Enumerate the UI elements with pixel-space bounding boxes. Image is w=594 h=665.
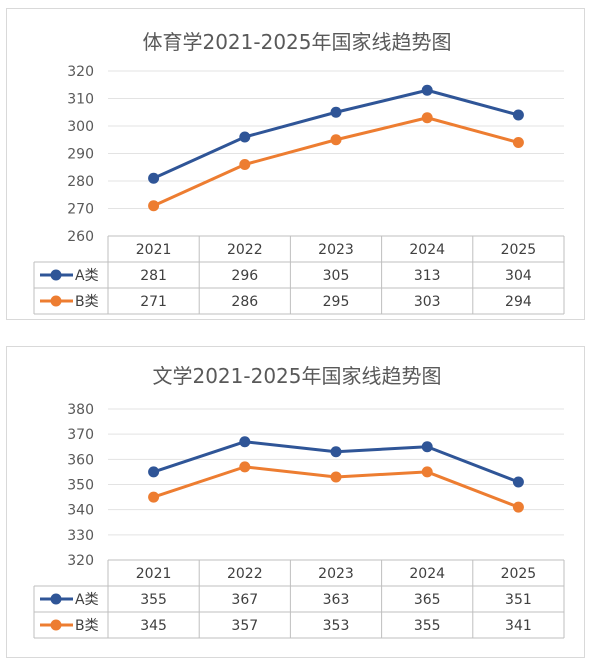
legend-label: B类	[75, 294, 99, 310]
data-point	[421, 441, 433, 453]
y-tick-label: 300	[67, 119, 94, 135]
data-point	[330, 446, 342, 458]
data-point	[512, 109, 524, 121]
table-value-cell: 281	[140, 268, 167, 284]
data-point	[421, 112, 433, 124]
data-point	[421, 84, 433, 96]
data-point	[330, 106, 342, 118]
table-value-cell: 351	[505, 592, 532, 608]
table-value-cell: 271	[140, 294, 167, 310]
line-chart-literature: 文学2021-2025年国家线趋势图 380 370 360 350 340 330 320…	[33, 364, 565, 639]
table-value-cell: 294	[505, 294, 532, 310]
table-value-cell: 295	[323, 294, 350, 310]
y-tick-label: 360	[67, 452, 94, 468]
y-tick-label: 330	[67, 528, 94, 544]
x-category-label: 2025	[501, 566, 537, 582]
chart-panel-literature: 文学2021-2025年国家线趋势图 380 370 360 350 340 330 320…	[6, 346, 585, 658]
table-value-cell: 355	[140, 592, 167, 608]
legend-label: A类	[75, 268, 99, 284]
table-value-cell: 363	[323, 592, 350, 608]
data-point	[148, 200, 160, 212]
table-value-cell: 296	[231, 268, 258, 284]
data-point	[512, 501, 524, 513]
data-point	[148, 172, 160, 184]
legend-label: A类	[75, 592, 99, 608]
table-value-cell: 345	[140, 618, 167, 634]
y-tick-label: 310	[67, 92, 94, 108]
table-value-cell: 365	[414, 592, 441, 608]
legend-key-marker	[50, 269, 62, 281]
table-value-cell: 355	[414, 618, 441, 634]
data-point	[148, 466, 160, 478]
legend-key-marker	[50, 619, 62, 631]
table-value-cell: 367	[231, 592, 258, 608]
y-tick-label: 290	[67, 147, 94, 163]
x-category-label: 2024	[409, 566, 445, 582]
x-category-label: 2021	[136, 566, 172, 582]
y-tick-label: 260	[67, 229, 94, 245]
y-tick-label: 370	[67, 427, 94, 443]
x-category-label: 2021	[136, 242, 172, 258]
y-tick-label: 320	[67, 64, 94, 80]
table-value-cell: 353	[323, 618, 350, 634]
line-chart-sports: 体育学2021-2025年国家线趋势图 320 310 300 290 280 270 26…	[33, 30, 565, 315]
chart-panel-sports: 体育学2021-2025年国家线趋势图 320 310 300 290 280 270 26…	[6, 8, 585, 320]
legend-key-marker	[50, 295, 62, 307]
y-tick-label: 380	[67, 402, 94, 418]
data-point	[239, 461, 251, 473]
data-point	[239, 436, 251, 448]
table-value-cell: 303	[414, 294, 441, 310]
data-point	[239, 131, 251, 143]
x-category-label: 2023	[318, 566, 354, 582]
table-value-cell: 341	[505, 618, 532, 634]
y-tick-label: 270	[67, 202, 94, 218]
x-category-label: 2023	[318, 242, 354, 258]
x-category-label: 2022	[227, 566, 263, 582]
data-point	[148, 491, 160, 503]
x-category-label: 2024	[409, 242, 445, 258]
table-value-cell: 357	[231, 618, 258, 634]
table-value-cell: 286	[231, 294, 258, 310]
y-tick-label: 340	[67, 503, 94, 519]
data-point	[330, 471, 342, 483]
data-point	[512, 476, 524, 488]
legend-label: B类	[75, 618, 99, 634]
series-line	[152, 116, 519, 208]
data-point	[421, 466, 433, 478]
y-tick-label: 280	[67, 174, 94, 190]
legend-key-marker	[50, 593, 62, 605]
table-value-cell: 305	[323, 268, 350, 284]
data-point	[330, 134, 342, 146]
data-point	[512, 137, 524, 148]
x-category-label: 2022	[227, 242, 263, 258]
y-tick-label: 350	[67, 478, 94, 494]
chart-title: 文学2021-2025年国家线趋势图	[152, 364, 441, 388]
y-tick-label: 320	[67, 553, 94, 569]
table-value-cell: 304	[505, 268, 532, 284]
table-value-cell: 313	[414, 268, 441, 284]
x-category-label: 2025	[501, 242, 537, 258]
data-point	[239, 159, 251, 170]
chart-title: 体育学2021-2025年国家线趋势图	[142, 30, 451, 54]
